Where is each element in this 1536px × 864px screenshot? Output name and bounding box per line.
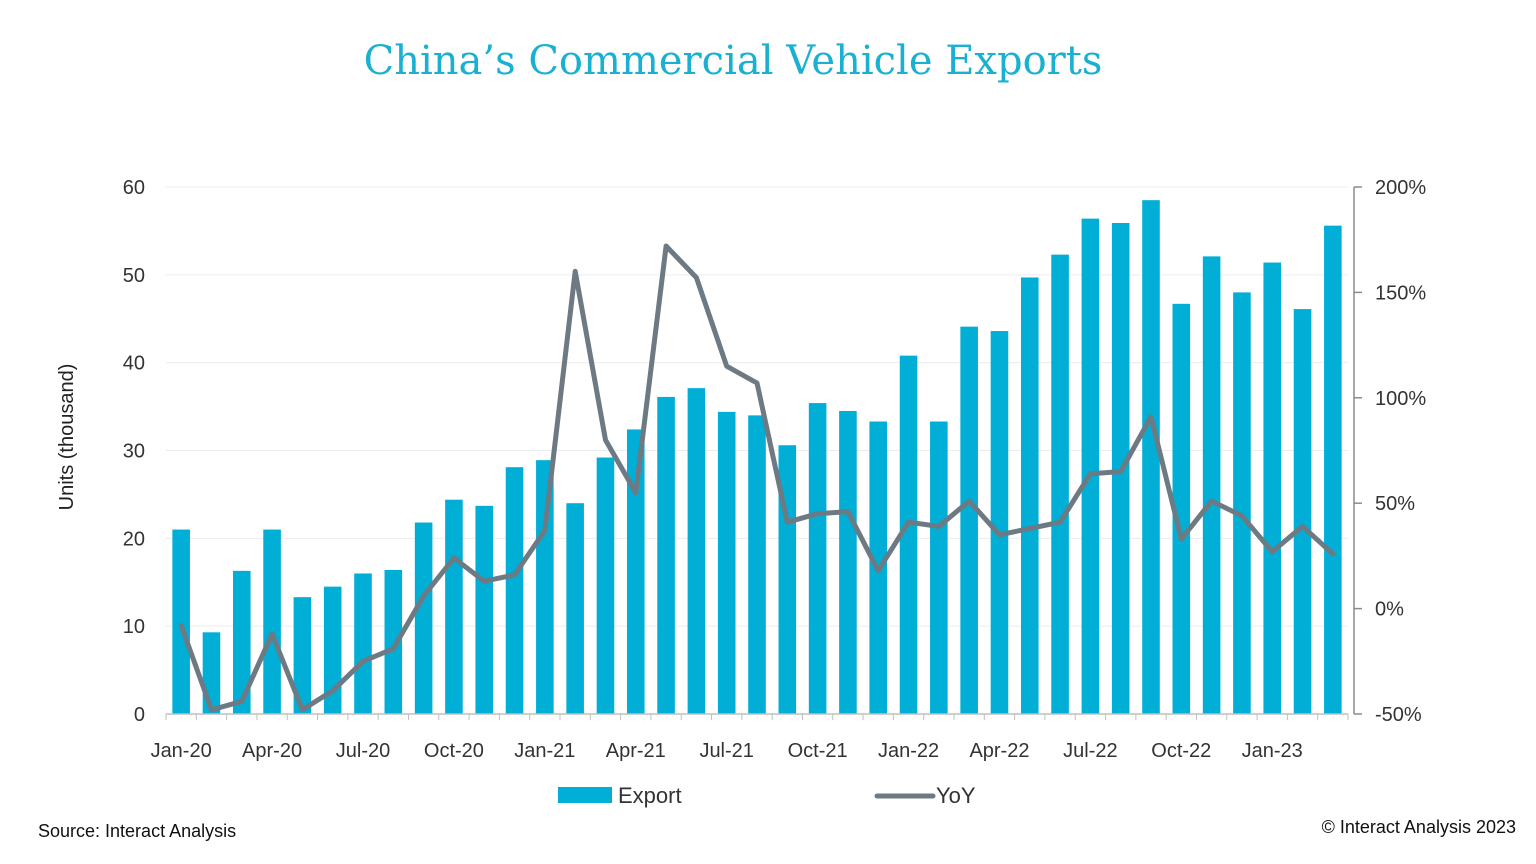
bar-export [899,355,918,714]
legend: Export YoY [558,783,976,808]
y-tick-label: 10 [123,616,145,638]
line-yoy [178,243,1336,713]
bar-export [263,529,281,714]
bar-export [1020,277,1039,714]
y-tick-label: 60 [123,177,145,199]
bar-export [536,460,554,714]
x-tick-label: Jan-22 [878,740,939,762]
y-tick-label: 0 [134,704,145,726]
x-axis-ticks: Jan-20 Apr-20 Jul-20 Oct-20 Jan-21 Apr-21 Jul-… [151,714,1349,762]
bar-export [505,467,524,714]
bar-export [232,570,251,714]
bar-export [445,499,463,714]
x-tick-label: Jul-20 [336,740,390,762]
bar-export [990,331,1009,714]
x-tick-label: Jan-20 [151,740,212,762]
y2-tick-label: 50% [1375,493,1415,515]
y2-tick-label: -50% [1375,704,1422,726]
x-tick-label: Jul-22 [1063,740,1117,762]
bar-export [1142,200,1160,715]
bar-export [717,411,736,714]
x-tick-label: Jan-21 [514,740,575,762]
bar-export [384,569,403,714]
bar-export [1233,292,1251,714]
y-tick-label: 40 [123,353,145,375]
y2-tick-label: 0% [1375,599,1404,621]
y-tick-label: 30 [123,441,145,463]
bar-export [930,421,948,714]
bar-export [202,632,221,714]
x-tick-label: Oct-22 [1151,740,1211,762]
x-tick-label: Jul-21 [699,740,753,762]
bar-export [1172,303,1191,714]
x-tick-label: Apr-22 [969,740,1029,762]
bar-export [808,403,827,714]
x-tick-label: Oct-21 [788,740,848,762]
bar-export [839,410,857,714]
bar-export [1263,262,1282,714]
source-note: Source: Interact Analysis [38,821,237,841]
bar-export [626,429,645,714]
legend-export-label: Export [618,783,682,808]
x-tick-label: Apr-21 [606,740,666,762]
copyright-note: © Interact Analysis 2023 [1321,817,1516,837]
bar-export [687,388,706,714]
legend-export-swatch [558,787,612,803]
bar-export [1324,225,1342,714]
legend-yoy-label: YoY [936,783,976,808]
bar-export [475,505,494,714]
yoy-line [178,243,1336,713]
bar-export [323,586,342,714]
axes [166,187,1355,715]
bar-export [657,396,675,714]
bar-export [1051,254,1069,715]
bar-export [293,597,312,714]
right-axis-ticks: -50% 0% 50% 100% 150% 200% [1354,177,1426,726]
export-bars [172,200,1342,715]
y-axis-label: Units (thousand) [56,364,78,511]
x-tick-label: Jan-23 [1242,740,1303,762]
left-axis-ticks: 0 10 20 30 40 50 60 [123,177,145,726]
bar-export [1293,309,1312,714]
y2-tick-label: 150% [1375,282,1426,304]
y-tick-label: 50 [123,265,145,287]
bar-export [354,573,372,714]
bar-export [1081,218,1100,714]
x-tick-label: Oct-20 [424,740,484,762]
y2-tick-label: 200% [1375,177,1426,199]
bar-export [748,415,766,714]
bar-export [960,326,978,714]
y2-tick-label: 100% [1375,388,1426,410]
bar-export [566,503,584,714]
bar-export [596,457,615,714]
x-tick-label: Apr-20 [242,740,302,762]
bar-export [1202,256,1221,714]
bar-export [414,522,433,714]
y-tick-label: 20 [123,528,145,550]
bar-export [172,529,190,714]
chart-title: China’s Commercial Vehicle Exports [363,38,1103,84]
